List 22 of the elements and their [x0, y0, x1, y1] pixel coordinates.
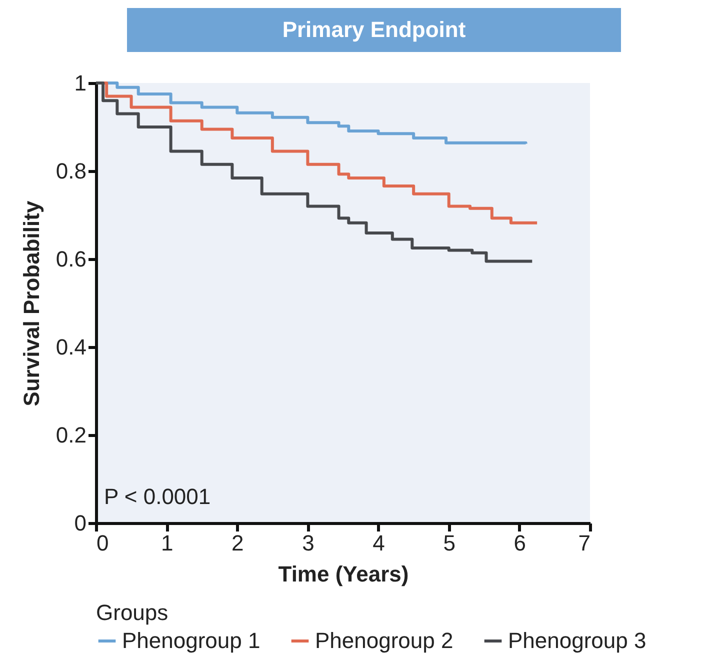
x-axis-title: Time (Years): [278, 562, 409, 586]
y-axis-title: Survival Probability: [18, 200, 44, 406]
legend-title: Groups: [96, 600, 168, 625]
y-tick-label: 0.4: [56, 334, 86, 360]
annotation: P < 0.0001: [104, 484, 211, 509]
y-tick-label: 0.8: [56, 158, 86, 184]
x-tick-label: 3: [302, 530, 314, 556]
x-tick-label: 4: [372, 530, 385, 556]
y-tick-label: 1: [74, 70, 86, 96]
y-tick-label: 0: [74, 510, 86, 536]
legend-label: Phenogroup 3: [508, 628, 646, 653]
x-tick-label: 2: [232, 530, 244, 556]
legend-label: Phenogroup 1: [122, 628, 260, 653]
x-tick-label: 0: [96, 530, 109, 556]
x-tick-label: 7: [578, 530, 590, 556]
legend-label: Phenogroup 2: [315, 628, 454, 653]
chart-title: Primary Endpoint: [127, 8, 621, 52]
x-tick-label: 1: [160, 530, 174, 556]
y-tick-label: 0.6: [56, 246, 86, 272]
x-tick-label: 6: [514, 530, 526, 556]
x-tick-label: 5: [443, 530, 456, 556]
y-tick-label: 0.2: [56, 422, 86, 448]
